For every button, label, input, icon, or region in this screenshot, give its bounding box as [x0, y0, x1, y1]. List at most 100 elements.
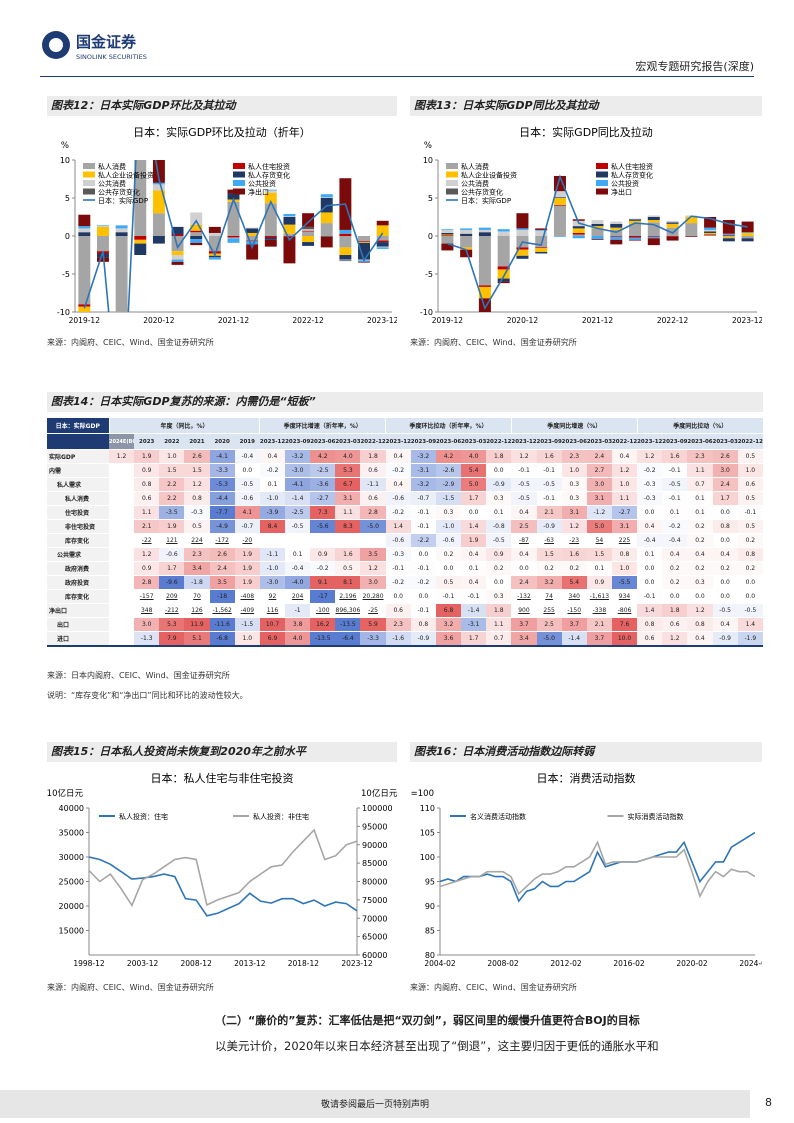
table-cell: -0.1	[737, 505, 763, 520]
table-cell: 3.1	[335, 491, 361, 506]
legend-swatch	[596, 163, 608, 169]
bar-segment	[460, 233, 473, 236]
bar-segment	[497, 278, 510, 282]
table-cell: -0.4	[637, 533, 663, 548]
bar-segment	[441, 229, 454, 233]
x-tick-label: 2019-12	[69, 316, 101, 325]
bar-segment	[302, 229, 315, 231]
bar-segment	[171, 251, 184, 255]
table-cell: -0.1	[536, 463, 562, 478]
y-tick-label: 0	[428, 232, 433, 241]
table-cell	[109, 491, 135, 506]
bar-segment	[78, 306, 91, 312]
table-cell: 0.8	[712, 519, 738, 534]
table-cell: -0.3	[637, 477, 663, 492]
bar-segment	[685, 223, 698, 236]
bar-segment	[441, 229, 454, 230]
y2-tick-label: 75000	[362, 896, 387, 905]
x-tick-label: 2024-02	[739, 959, 762, 968]
bar-segment	[553, 204, 566, 206]
bar-segment	[302, 242, 315, 246]
bar-segment	[97, 257, 109, 262]
table-cell: 0.0	[486, 575, 512, 590]
table-cell: -0.6	[435, 533, 462, 548]
bar-segment	[208, 236, 221, 252]
source: 来源：内阁府、CEIC、Wind、国金证券研究所	[47, 983, 214, 992]
bar-segment	[264, 190, 277, 193]
table-cell: -0.5	[712, 603, 738, 618]
table-cell: -0.1	[662, 463, 688, 478]
table-cell: -0.1	[637, 589, 663, 604]
bar-segment	[339, 233, 352, 236]
table-cell: 126	[184, 603, 210, 618]
table-cell: 3.1	[561, 505, 587, 520]
bar-segment	[264, 203, 277, 236]
series-line	[83, 160, 384, 312]
table-cell	[109, 505, 135, 520]
bar-segment	[535, 230, 548, 236]
table-cell: 0.8	[410, 617, 436, 632]
bar-segment	[246, 232, 259, 236]
bar-segment	[115, 225, 128, 229]
table-row: 实际GDP 1.2 1.9 1.0 2.6 -4.1 -0.4 0.4 -3.2 4.2 4.0 1.…	[47, 449, 763, 464]
bar-segment	[171, 234, 184, 236]
data-table: 日本：实际GDP 年度（同比，%） 季度环比增速（折年率，%） 季度环比拉动（折年率，…	[47, 418, 763, 647]
bar-segment	[478, 229, 491, 233]
y-tick-label: 90	[425, 902, 435, 911]
table-cell: 116	[259, 603, 286, 618]
table-cell: 0.0	[410, 589, 436, 604]
bar-segment	[704, 235, 717, 236]
bar-segment	[190, 242, 203, 246]
table-cell: 8.1	[335, 575, 361, 590]
table-cell	[285, 533, 311, 548]
table-cell: -1.5	[435, 491, 462, 506]
legend-label: 私人存货变化	[611, 171, 653, 180]
table-cell: -2.6	[435, 463, 462, 478]
table-cell: 3.5	[209, 575, 235, 590]
x-tick-label: 1998-12	[73, 959, 105, 968]
table-cell: 1.8	[662, 603, 688, 618]
table-cell: 1.2	[511, 449, 537, 464]
table-cell: 896,306	[335, 603, 361, 618]
table-cell: -20	[234, 533, 260, 548]
table-cell: -87	[511, 533, 537, 548]
table-cell: -0.5	[511, 491, 537, 506]
table-cell: 2.7	[586, 463, 612, 478]
bar-segment	[572, 232, 585, 235]
bar-segment	[666, 236, 679, 237]
bar-segment	[227, 193, 240, 200]
bar-segment	[460, 229, 473, 234]
table-cell: 3.2	[536, 575, 562, 590]
table-cell: 0.2	[435, 547, 462, 562]
table-cell: 5.3	[335, 463, 361, 478]
bar-segment	[647, 238, 660, 246]
table-cell: 1.8	[486, 603, 512, 618]
table-cell: 0.8	[637, 617, 663, 632]
y2-tick-label: 95000	[362, 822, 387, 831]
column-header: 2022	[159, 433, 185, 450]
table-cell: -409	[234, 603, 260, 618]
table-cell: 0.3	[435, 505, 462, 520]
table-cell: 74	[536, 589, 562, 604]
table-cell: -63	[536, 533, 562, 548]
table-cell: -150	[561, 603, 587, 618]
column-header: 2023-03	[712, 433, 738, 450]
bar-segment	[227, 237, 240, 239]
bar-segment	[460, 249, 473, 258]
bar-segment	[115, 232, 128, 236]
bar-segment	[320, 236, 333, 237]
table-cell: 2.3	[385, 617, 411, 632]
column-header: 2021	[184, 433, 210, 450]
table-row: 政府投资 2.8 -9.6 -1.8 3.5 1.9 -3.0 -4.0 9.1 8.1 3.0 -0…	[47, 575, 763, 590]
table-cell: 1.0	[159, 449, 185, 464]
table-cell: 224	[184, 533, 210, 548]
table-cell: -0.1	[410, 519, 436, 534]
table-cell: -0.2	[385, 575, 411, 590]
table-cell: -1.3	[134, 631, 160, 647]
table-cell: -0.3	[385, 547, 411, 562]
column-header: 2023-06	[435, 433, 462, 450]
bar-segment	[478, 286, 491, 299]
y2-tick-label: 60000	[362, 951, 387, 960]
row-label: 实际GDP	[47, 449, 109, 464]
